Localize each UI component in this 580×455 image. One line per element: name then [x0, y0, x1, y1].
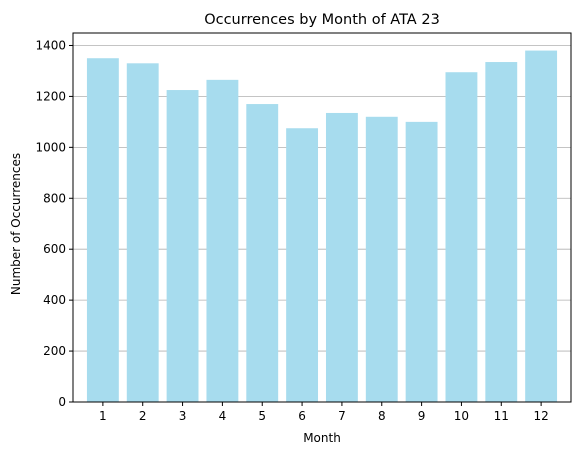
x-tick-label: 11	[494, 409, 509, 423]
x-tick-label: 6	[298, 409, 306, 423]
y-tick-label: 400	[43, 293, 66, 307]
x-tick-label: 7	[338, 409, 346, 423]
x-tick-label: 12	[533, 409, 548, 423]
chart-title: Occurrences by Month of ATA 23	[204, 12, 440, 28]
bars	[86, 50, 558, 403]
y-tick-label: 800	[43, 191, 66, 205]
x-tick-label: 4	[219, 409, 227, 423]
y-tick-label: 200	[43, 344, 66, 358]
x-tick-label: 9	[418, 409, 426, 423]
bar	[405, 121, 438, 402]
bar	[86, 58, 119, 402]
y-tick-label: 1400	[35, 38, 66, 52]
bar	[206, 79, 239, 402]
bar	[166, 90, 199, 402]
y-tick-label: 1200	[35, 89, 66, 103]
y-tick-label: 0	[58, 395, 66, 409]
y-tick-label: 600	[43, 242, 66, 256]
x-tick-label: 8	[378, 409, 386, 423]
bar	[525, 50, 558, 402]
bar	[126, 63, 159, 402]
x-tick-label: 10	[454, 409, 469, 423]
bar	[325, 112, 358, 402]
x-tick-label: 5	[258, 409, 266, 423]
y-axis: 0 200 400 600 800 1000 1200 1400	[35, 38, 73, 409]
x-tick-label: 2	[139, 409, 147, 423]
x-tick-label: 3	[179, 409, 187, 423]
y-tick-label: 1000	[35, 140, 66, 154]
x-axis-title: Month	[303, 431, 341, 445]
bar	[246, 104, 279, 403]
x-tick-label: 1	[99, 409, 107, 423]
bar	[286, 128, 319, 402]
bar	[485, 62, 518, 402]
y-axis-title: Number of Occurrences	[9, 153, 23, 295]
bar	[365, 116, 398, 403]
x-axis: 1 2 3 4 5 6 7 8 9 10 11 12	[99, 402, 549, 423]
bar	[445, 72, 478, 402]
plot-frame	[72, 32, 572, 403]
